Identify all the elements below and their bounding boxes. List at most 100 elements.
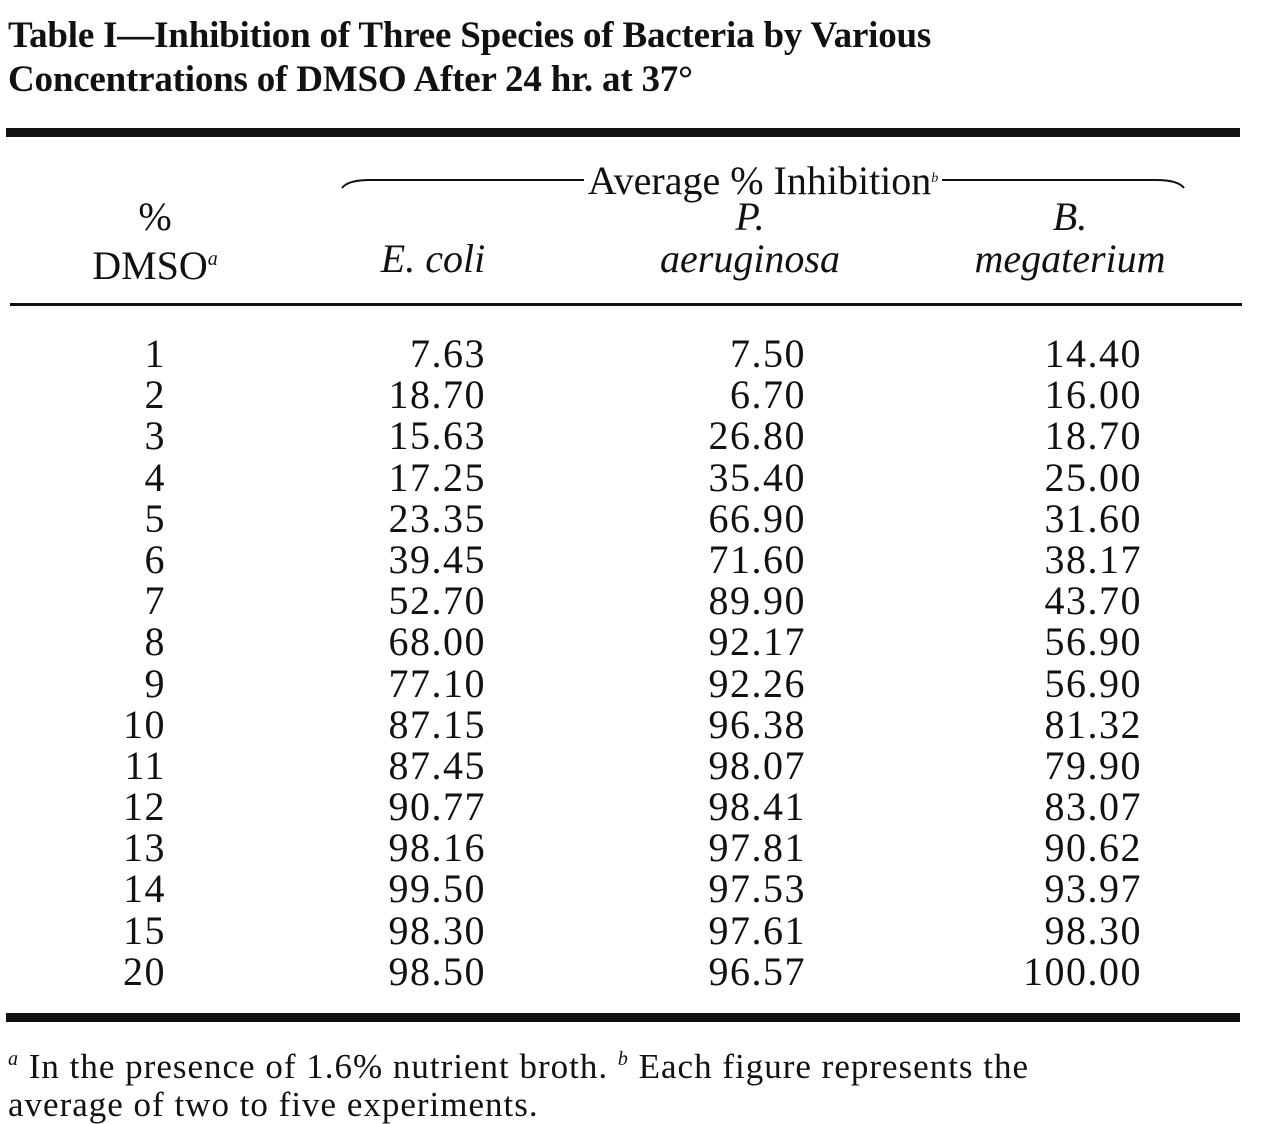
column-header-b-megaterium-line-1: B. <box>1052 194 1088 239</box>
cell-p-aeruginosa: 92.26 <box>708 660 806 706</box>
cell-b-megaterium: 100.00 <box>1023 948 1142 994</box>
table-row: 11 87.45 98.07 79.90 <box>0 745 1266 786</box>
table-row: 13 98.16 97.81 90.62 <box>0 827 1266 868</box>
table-row: 4 17.25 35.40 25.00 <box>0 454 1266 500</box>
cell-dmso: 10 <box>123 701 166 747</box>
column-header-e-coli: E. coli <box>333 238 533 280</box>
spanning-header-text: Average % Inhibition <box>587 158 932 203</box>
data-table-body: 1 7.63 7.50 14.40 2 18.70 6.70 16.00 3 1… <box>0 333 1266 992</box>
footnote-b-mark: b <box>617 1048 629 1070</box>
cell-p-aeruginosa: 7.50 <box>730 331 806 376</box>
table-row: 1 7.63 7.50 14.40 <box>0 333 1266 374</box>
table-title-line-1: Table I—Inhibition of Three Species of B… <box>8 15 932 56</box>
table-row: 2 18.70 6.70 16.00 <box>0 374 1266 415</box>
cell-b-megaterium: 98.30 <box>1044 907 1142 953</box>
top-rule <box>6 128 1240 137</box>
cell-p-aeruginosa: 98.41 <box>708 784 806 830</box>
cell-dmso: 9 <box>144 660 166 706</box>
cell-e-coli: 23.35 <box>388 495 486 541</box>
footnote-a-text: In the presence of 1.6% nutrient broth. <box>19 1047 618 1086</box>
cell-p-aeruginosa: 26.80 <box>708 413 806 459</box>
cell-e-coli: 99.50 <box>388 866 486 912</box>
spanning-header-label: Average % Inhibitionb <box>340 156 1186 204</box>
cell-b-megaterium: 56.90 <box>1044 619 1142 665</box>
cell-p-aeruginosa: 97.61 <box>708 907 806 953</box>
cell-dmso: 2 <box>144 372 166 418</box>
cell-p-aeruginosa: 97.53 <box>708 866 806 912</box>
column-header-e-coli-text: E. coli <box>380 236 486 281</box>
table-title: Table I—Inhibition of Three Species of B… <box>8 14 1248 102</box>
cell-b-megaterium: 31.60 <box>1044 495 1142 541</box>
cell-p-aeruginosa: 98.07 <box>708 742 806 788</box>
column-header-b-megaterium-line-2: megaterium <box>974 236 1166 281</box>
cell-p-aeruginosa: 71.60 <box>708 536 806 582</box>
cell-dmso: 8 <box>144 619 166 665</box>
cell-dmso: 11 <box>124 742 166 788</box>
cell-p-aeruginosa: 35.40 <box>708 454 806 500</box>
cell-e-coli: 68.00 <box>388 619 486 665</box>
cell-dmso: 5 <box>144 495 166 541</box>
column-header-b-megaterium: B. megaterium <box>960 196 1180 280</box>
cell-b-megaterium: 90.62 <box>1044 825 1142 871</box>
cell-e-coli: 98.16 <box>388 825 486 871</box>
cell-b-megaterium: 18.70 <box>1044 413 1142 459</box>
cell-b-megaterium: 14.40 <box>1044 331 1142 376</box>
cell-p-aeruginosa: 6.70 <box>730 372 806 418</box>
cell-e-coli: 98.30 <box>388 907 486 953</box>
table-title-line-2: Concentrations of DMSO After 24 hr. at 3… <box>8 59 693 100</box>
column-header-dmso-line-1: % <box>138 194 172 239</box>
cell-p-aeruginosa: 92.17 <box>708 619 806 665</box>
cell-b-megaterium: 81.32 <box>1044 701 1142 747</box>
cell-dmso: 6 <box>144 536 166 582</box>
cell-p-aeruginosa: 96.38 <box>708 701 806 747</box>
column-header-p-aeruginosa-line-1: P. <box>735 194 765 239</box>
footnote-b-text: Each figure represents the <box>628 1047 1030 1086</box>
cell-e-coli: 7.63 <box>410 331 486 376</box>
cell-e-coli: 90.77 <box>388 784 486 830</box>
cell-e-coli: 39.45 <box>388 536 486 582</box>
cell-p-aeruginosa: 89.90 <box>708 578 806 624</box>
table-row: 7 52.70 89.90 43.70 <box>0 580 1266 621</box>
cell-dmso: 12 <box>123 784 166 830</box>
cell-b-megaterium: 79.90 <box>1044 742 1142 788</box>
cell-b-megaterium: 16.00 <box>1044 372 1142 418</box>
cell-e-coli: 15.63 <box>388 413 486 459</box>
bottom-rule <box>6 1013 1240 1022</box>
table-row: 20 98.50 96.57 100.00 <box>0 951 1266 992</box>
table-row: 6 39.45 71.60 38.17 <box>0 539 1266 580</box>
footnote-mark-b: b <box>931 171 939 186</box>
footnote-line-2: average of two to five experiments. <box>8 1085 539 1124</box>
table-row: 10 87.15 96.38 81.32 <box>0 701 1266 747</box>
cell-p-aeruginosa: 96.57 <box>708 948 806 994</box>
cell-e-coli: 87.15 <box>388 701 486 747</box>
cell-dmso: 1 <box>144 331 166 376</box>
cell-b-megaterium: 83.07 <box>1044 784 1142 830</box>
cell-dmso: 15 <box>123 907 166 953</box>
column-header-p-aeruginosa: P. aeruginosa <box>630 196 870 280</box>
cell-e-coli: 17.25 <box>388 454 486 500</box>
cell-b-megaterium: 38.17 <box>1044 536 1142 582</box>
footnote-a-mark: a <box>8 1048 19 1070</box>
cell-e-coli: 98.50 <box>388 948 486 994</box>
table-row: 9 77.10 92.26 56.90 <box>0 660 1266 706</box>
table-row: 14 99.50 97.53 93.97 <box>0 868 1266 909</box>
column-header-p-aeruginosa-line-2: aeruginosa <box>660 236 840 281</box>
header-rule <box>10 303 1242 306</box>
table-row: 12 90.77 98.41 83.07 <box>0 786 1266 827</box>
cell-b-megaterium: 56.90 <box>1044 660 1142 706</box>
cell-dmso: 3 <box>144 413 166 459</box>
cell-p-aeruginosa: 66.90 <box>708 495 806 541</box>
spanning-header: Average % Inhibitionb <box>340 152 1186 203</box>
cell-b-megaterium: 25.00 <box>1044 454 1142 500</box>
cell-e-coli: 77.10 <box>388 660 486 706</box>
cell-b-megaterium: 93.97 <box>1044 866 1142 912</box>
cell-e-coli: 18.70 <box>388 372 486 418</box>
cell-e-coli: 87.45 <box>388 742 486 788</box>
table-row: 3 15.63 26.80 18.70 <box>0 415 1266 456</box>
cell-b-megaterium: 43.70 <box>1044 578 1142 624</box>
table-row: 15 98.30 97.61 98.30 <box>0 907 1266 953</box>
cell-dmso: 7 <box>144 578 166 624</box>
table-row: 5 23.35 66.90 31.60 <box>0 498 1266 539</box>
cell-dmso: 20 <box>123 948 166 994</box>
footnote-mark-a: a <box>207 248 218 270</box>
